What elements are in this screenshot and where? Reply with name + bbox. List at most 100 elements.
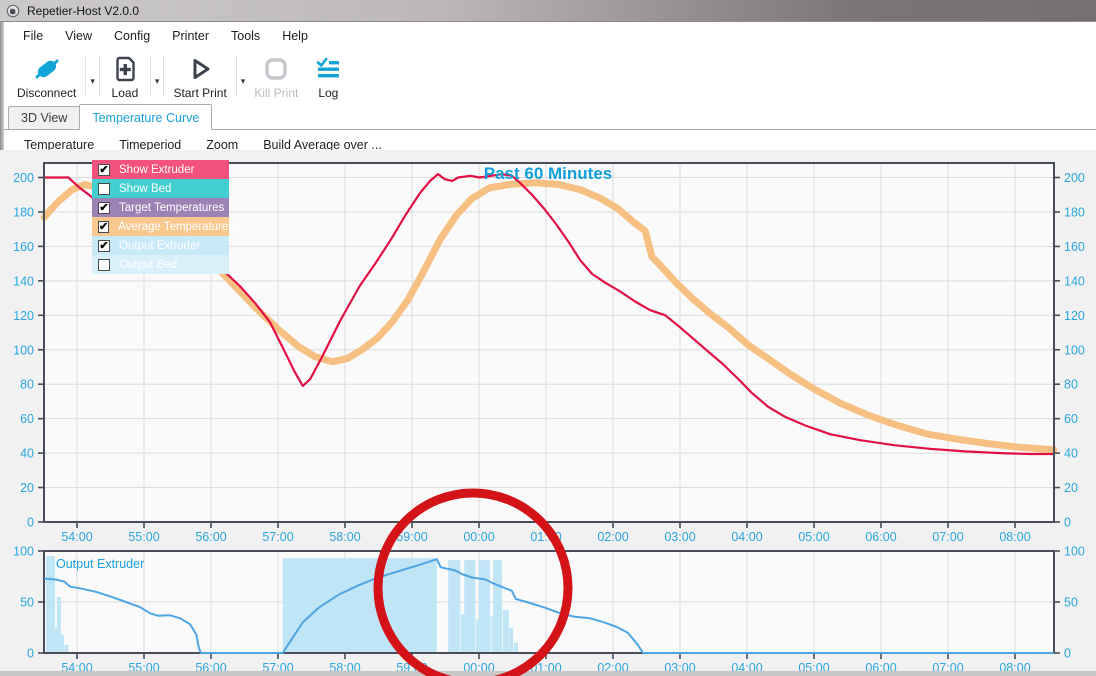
tab-strip: 3D View Temperature Curve <box>4 103 1096 130</box>
average-temperatures-checkbox[interactable]: ✔ <box>98 220 110 233</box>
svg-text:58:00: 58:00 <box>329 530 360 544</box>
svg-text:Output Extruder: Output Extruder <box>56 557 144 571</box>
svg-text:100: 100 <box>13 343 34 357</box>
svg-text:06:00: 06:00 <box>865 530 896 544</box>
log-button[interactable]: Log <box>305 50 351 103</box>
chart-menu-build-average[interactable]: Build Average over ... <box>263 138 382 152</box>
svg-text:180: 180 <box>13 205 34 219</box>
disconnect-label: Disconnect <box>17 86 77 100</box>
svg-text:57:00: 57:00 <box>262 530 293 544</box>
svg-text:0: 0 <box>27 647 34 661</box>
kill-print-label: Kill Print <box>254 86 299 100</box>
svg-text:Past 60 Minutes: Past 60 Minutes <box>484 164 613 183</box>
toolbar-separator <box>98 56 100 95</box>
svg-text:50: 50 <box>1064 596 1078 610</box>
menu-tools[interactable]: Tools <box>231 29 261 43</box>
red-circle-annotation <box>373 488 573 676</box>
menu-printer[interactable]: Printer <box>172 29 209 43</box>
menu-help[interactable]: Help <box>282 29 308 43</box>
start-print-label: Start Print <box>173 86 227 100</box>
tab-temperature-curve[interactable]: Temperature Curve <box>79 104 213 130</box>
app-logo-icon <box>6 4 20 17</box>
show-bed-checkbox[interactable] <box>98 182 110 195</box>
target-temperatures-checkbox[interactable]: ✔ <box>98 201 110 214</box>
start-print-dropdown-arrow[interactable]: ▾ <box>240 76 246 86</box>
svg-text:80: 80 <box>20 378 34 392</box>
svg-text:140: 140 <box>1064 274 1085 288</box>
svg-text:60: 60 <box>1064 412 1078 426</box>
svg-text:04:00: 04:00 <box>731 530 762 544</box>
load-dropdown-arrow[interactable]: ▾ <box>154 76 160 86</box>
svg-text:55:00: 55:00 <box>128 530 159 544</box>
svg-text:59:00: 59:00 <box>396 530 427 544</box>
start-print-button[interactable]: Start Print <box>166 50 233 103</box>
svg-text:180: 180 <box>1064 205 1085 219</box>
svg-text:50: 50 <box>20 596 34 610</box>
toolbar-separator <box>149 56 151 95</box>
temperature-curve-panel: Temperature Timeperiod Zoom Build Averag… <box>0 130 1096 676</box>
menu-config[interactable]: Config <box>114 29 151 43</box>
chart-menu-timeperiod[interactable]: Timeperiod <box>119 138 182 152</box>
svg-text:05:00: 05:00 <box>798 530 829 544</box>
svg-text:60: 60 <box>20 412 34 426</box>
svg-text:200: 200 <box>1064 171 1085 185</box>
svg-text:0: 0 <box>1064 516 1071 530</box>
svg-text:80: 80 <box>1064 378 1078 392</box>
legend-output-bed[interactable]: Output Bed <box>92 255 229 274</box>
svg-text:120: 120 <box>13 309 34 323</box>
load-button[interactable]: Load <box>102 50 148 103</box>
chart-menu: Temperature Timeperiod Zoom Build Averag… <box>24 138 382 152</box>
toolbar-separator <box>163 56 165 95</box>
menu-file[interactable]: File <box>23 29 44 43</box>
svg-text:0: 0 <box>27 516 34 530</box>
window-title: Repetier-Host V2.0.0 <box>27 3 140 18</box>
toolbar-separator <box>85 56 87 95</box>
svg-text:160: 160 <box>13 240 34 254</box>
play-icon <box>184 52 216 85</box>
svg-text:200: 200 <box>13 171 34 185</box>
svg-text:03:00: 03:00 <box>664 530 695 544</box>
menu-view[interactable]: View <box>65 29 93 43</box>
show-extruder-checkbox[interactable]: ✔ <box>98 163 110 176</box>
log-label: Log <box>318 86 339 100</box>
svg-text:100: 100 <box>13 545 34 559</box>
svg-text:00:00: 00:00 <box>463 530 494 544</box>
menu-bar: File View Config Printer Tools Help <box>4 22 1096 50</box>
svg-text:54:00: 54:00 <box>61 530 92 544</box>
svg-text:40: 40 <box>20 447 34 461</box>
svg-text:20: 20 <box>1064 481 1078 495</box>
chart-menu-zoom[interactable]: Zoom <box>206 138 239 152</box>
output-bed-checkbox[interactable] <box>98 258 110 271</box>
svg-text:20: 20 <box>20 481 34 495</box>
chart-legend: ✔ Show Extruder Show Bed ✔ Target Temper… <box>92 160 234 274</box>
legend-show-bed[interactable]: Show Bed <box>92 179 229 198</box>
disconnect-dropdown-arrow[interactable]: ▾ <box>90 76 95 86</box>
svg-text:160: 160 <box>1064 240 1085 254</box>
svg-text:140: 140 <box>13 274 34 288</box>
load-label: Load <box>111 86 139 100</box>
legend-target-temperatures[interactable]: ✔ Target Temperatures <box>92 198 229 217</box>
title-bar: Repetier-Host V2.0.0 <box>0 0 1096 22</box>
svg-text:100: 100 <box>1064 545 1085 559</box>
legend-show-extruder[interactable]: ✔ Show Extruder <box>92 160 229 179</box>
legend-average-temperatures[interactable]: ✔ Average Temperatures <box>92 217 234 236</box>
output-extruder-checkbox[interactable]: ✔ <box>98 239 110 252</box>
chart-menu-temperature[interactable]: Temperature <box>24 138 95 152</box>
plug-icon <box>31 52 63 85</box>
svg-text:08:00: 08:00 <box>999 530 1030 544</box>
tab-3d-view[interactable]: 3D View <box>8 106 81 129</box>
temperature-chart-canvas[interactable]: 0 0 20 20 40 40 60 60 80 80 100 100 120 120 140 140 160 1… <box>0 138 1096 676</box>
svg-text:02:00: 02:00 <box>597 530 628 544</box>
legend-output-extruder[interactable]: ✔ Output Extruder <box>92 236 229 255</box>
svg-text:56:00: 56:00 <box>195 530 226 544</box>
toolbar: Disconnect ▾ Load ▾ Start Print <box>4 50 1096 103</box>
svg-text:07:00: 07:00 <box>932 530 963 544</box>
svg-text:100: 100 <box>1064 343 1085 357</box>
svg-text:120: 120 <box>1064 309 1085 323</box>
stop-icon <box>260 52 292 85</box>
svg-text:40: 40 <box>1064 447 1078 461</box>
kill-print-button: Kill Print <box>247 50 305 103</box>
disconnect-button[interactable]: Disconnect <box>10 50 83 103</box>
document-plus-icon <box>109 52 141 85</box>
